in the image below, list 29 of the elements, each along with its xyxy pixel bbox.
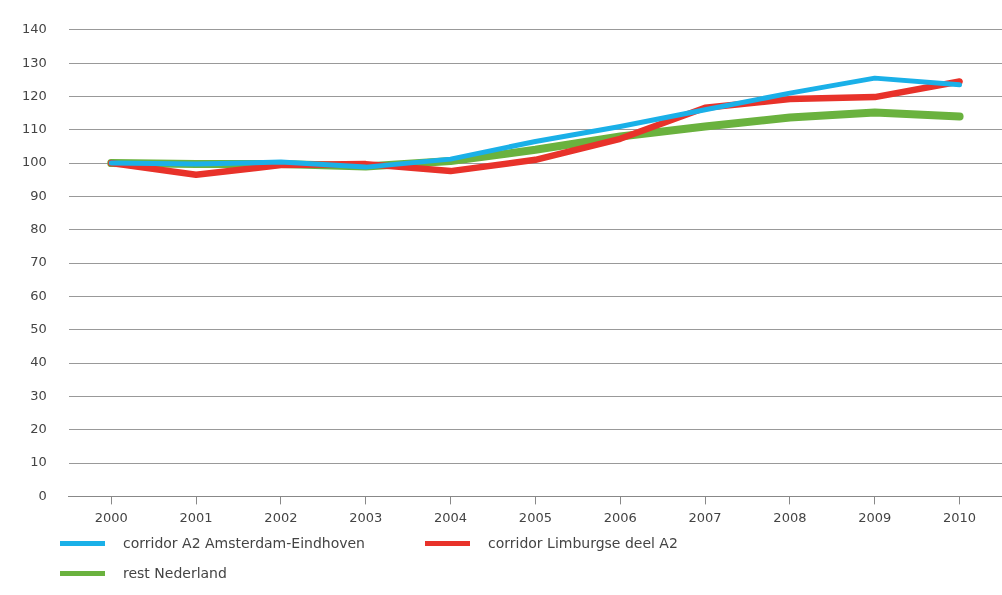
x-tick-label: 2001	[179, 509, 213, 525]
y-tick-label: 120	[21, 87, 47, 103]
x-tick-label: 2000	[94, 509, 128, 525]
x-tick-label: 2006	[603, 509, 637, 525]
y-tick-label: 100	[21, 154, 47, 170]
y-tick-label: 40	[30, 354, 47, 370]
x-tick-label: 2009	[858, 509, 892, 525]
legend-label: corridor A2 Amsterdam-Eindhoven	[123, 535, 365, 551]
legend-label: corridor Limburgse deel A2	[488, 535, 678, 551]
x-tick-label: 2008	[773, 509, 807, 525]
y-tick-label: 80	[30, 221, 47, 237]
x-tick-label: 2003	[349, 509, 383, 525]
y-tick-label: 20	[30, 421, 47, 437]
y-tick-label: 30	[30, 387, 47, 403]
y-tick-label: 110	[21, 121, 47, 137]
y-tick-label: 0	[38, 487, 47, 503]
y-tick-label: 50	[30, 321, 47, 337]
x-tick-label: 2007	[688, 509, 722, 525]
x-tick-label: 2005	[518, 509, 552, 525]
y-tick-label: 140	[21, 21, 47, 37]
x-tick-label: 2004	[434, 509, 468, 525]
x-tick-label: 2002	[264, 509, 298, 525]
y-tick-label: 70	[30, 254, 47, 270]
x-tick-label: 2010	[943, 509, 977, 525]
y-tick-label: 60	[30, 287, 47, 303]
y-tick-label: 90	[30, 187, 47, 203]
y-tick-label: 130	[21, 54, 47, 70]
y-tick-label: 10	[30, 454, 47, 470]
legend-label: rest Nederland	[123, 565, 227, 581]
